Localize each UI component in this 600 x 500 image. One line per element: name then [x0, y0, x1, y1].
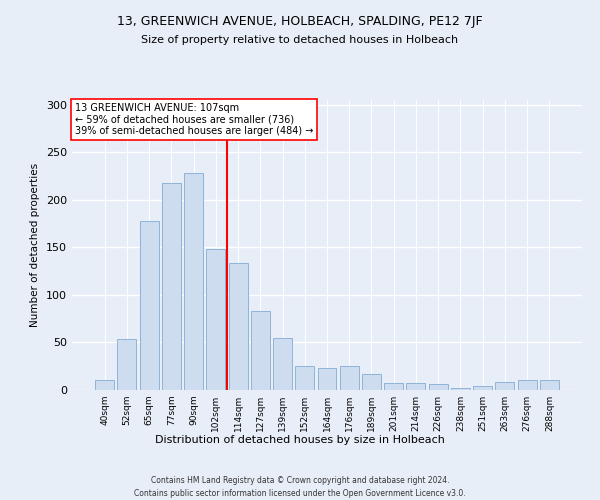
Bar — [496, 382, 514, 390]
Bar — [518, 380, 536, 390]
Bar — [273, 338, 292, 390]
Bar — [317, 368, 337, 390]
Text: 13, GREENWICH AVENUE, HOLBEACH, SPALDING, PE12 7JF: 13, GREENWICH AVENUE, HOLBEACH, SPALDING… — [117, 15, 483, 28]
Text: 13 GREENWICH AVENUE: 107sqm
← 59% of detached houses are smaller (736)
39% of se: 13 GREENWICH AVENUE: 107sqm ← 59% of det… — [74, 103, 313, 136]
Text: Contains HM Land Registry data © Crown copyright and database right 2024.: Contains HM Land Registry data © Crown c… — [151, 476, 449, 485]
Bar — [140, 221, 158, 390]
Bar — [362, 374, 381, 390]
Bar — [384, 384, 403, 390]
Bar — [540, 380, 559, 390]
Bar — [229, 262, 248, 390]
Bar — [451, 388, 470, 390]
Bar — [295, 366, 314, 390]
Bar — [95, 380, 114, 390]
Bar — [118, 338, 136, 390]
Bar — [340, 366, 359, 390]
Bar — [473, 386, 492, 390]
Y-axis label: Number of detached properties: Number of detached properties — [31, 163, 40, 327]
Text: Contains public sector information licensed under the Open Government Licence v3: Contains public sector information licen… — [134, 488, 466, 498]
Bar — [429, 384, 448, 390]
Bar — [162, 182, 181, 390]
Bar — [406, 384, 425, 390]
Text: Distribution of detached houses by size in Holbeach: Distribution of detached houses by size … — [155, 435, 445, 445]
Bar — [206, 250, 225, 390]
Text: Size of property relative to detached houses in Holbeach: Size of property relative to detached ho… — [142, 35, 458, 45]
Bar — [184, 173, 203, 390]
Bar — [251, 311, 270, 390]
